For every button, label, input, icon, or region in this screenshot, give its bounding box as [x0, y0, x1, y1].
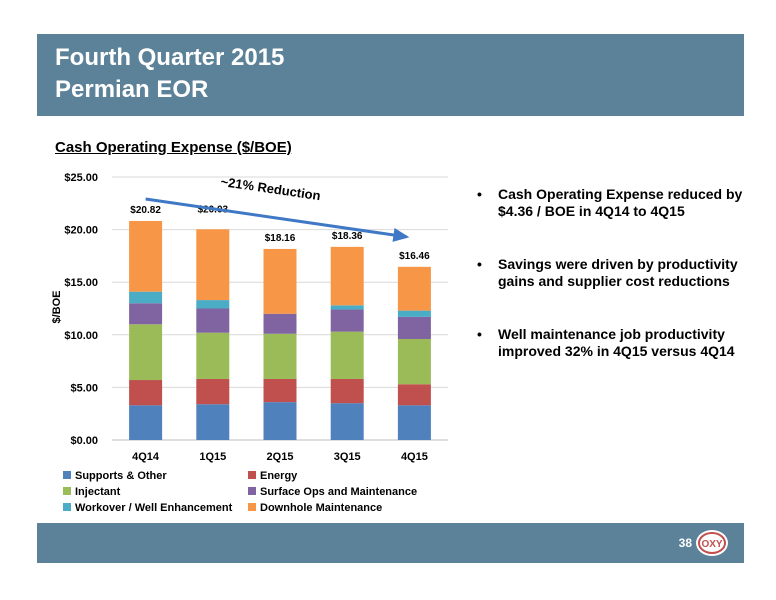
x-tick-label: 4Q15 [401, 451, 428, 463]
legend-swatch [63, 487, 71, 495]
bullet-dot-icon: • [477, 186, 482, 202]
bar-segment [263, 333, 297, 379]
legend-swatch [248, 487, 256, 495]
bullet-text: Well maintenance job productivity improv… [498, 326, 735, 359]
bar-segment [129, 405, 163, 440]
y-tick-label: $25.00 [64, 172, 98, 184]
y-axis-label: $/BOE [51, 290, 63, 323]
y-ticks: $0.00 $5.00 $10.00 $15.00 $20.00 $25.00 [64, 172, 98, 447]
y-tick-label: $10.00 [64, 330, 98, 342]
bar-segment [263, 378, 297, 403]
bullet-item: • Cash Operating Expense reduced by $4.36… [474, 186, 744, 220]
bullet-list: • Cash Operating Expense reduced by $4.36… [474, 186, 744, 360]
y-tick-label: $15.00 [64, 277, 98, 289]
reduction-arrow-head-icon [392, 228, 410, 242]
bar-segment [196, 332, 230, 379]
slide-title-line1: Fourth Quarter 2015 [55, 44, 285, 71]
x-tick-label: 3Q15 [334, 451, 361, 463]
page-number: 38 [678, 536, 692, 550]
legend-label: Supports & Other [75, 470, 167, 482]
bar-segment [196, 378, 230, 405]
legend-label: Downhole Maintenance [260, 502, 382, 514]
bar-segment [330, 246, 364, 306]
bar-segment [263, 402, 297, 440]
bar-segment [129, 220, 163, 292]
bullet-dot-icon: • [477, 326, 482, 342]
legend-swatch [248, 471, 256, 479]
legend-label: Energy [260, 470, 298, 482]
y-tick-label: $5.00 [70, 382, 98, 394]
x-tick-label: 2Q15 [267, 451, 294, 463]
bar-segment [397, 384, 431, 406]
total-label: $16.46 [399, 251, 430, 262]
bar-segment [129, 303, 163, 325]
bar-segment [397, 405, 431, 440]
bar-segment [397, 266, 431, 311]
bar-segment [129, 324, 163, 381]
bar-segment [330, 331, 364, 379]
y-tick-label: $20.00 [64, 225, 98, 237]
total-label: $18.36 [332, 231, 363, 242]
bar-segment [196, 404, 230, 440]
slide-header: Fourth Quarter 2015 Permian EOR [37, 34, 744, 116]
bar-segment [397, 316, 431, 340]
legend: Supports & Other Energy Injectant Surface O… [63, 470, 417, 514]
reduction-arrow-line [145, 197, 407, 239]
x-tick-label: 1Q15 [199, 451, 226, 463]
bar-segment [330, 305, 364, 310]
legend-swatch [248, 503, 256, 511]
bar-segment [397, 310, 431, 317]
legend-label: Injectant [75, 486, 121, 498]
bars [129, 220, 431, 440]
legend-swatch [63, 503, 71, 511]
bar-segment [397, 339, 431, 385]
bar-segment [330, 378, 364, 404]
bar-segment [263, 313, 297, 334]
bar-segment [196, 300, 230, 309]
bullet-item: • Savings were driven by productivity gai… [474, 256, 744, 290]
x-tick-labels: 4Q14 1Q15 2Q15 3Q15 4Q15 [132, 451, 428, 463]
bullet-text: Savings were driven by productivity gain… [498, 256, 738, 289]
bar-segment [196, 229, 230, 301]
legend-swatch [63, 471, 71, 479]
x-tick-label: 4Q14 [132, 451, 160, 463]
legend-label: Workover / Well Enhancement [75, 502, 233, 514]
reduction-annotation-text: ~21% Reduction [220, 174, 322, 203]
oxy-logo-icon: OXY [696, 530, 728, 556]
chart-title: Cash Operating Expense ($/BOE) [55, 139, 292, 156]
slide-title-line2: Permian EOR [55, 76, 209, 103]
bar-segment [129, 291, 163, 304]
total-label: $18.16 [265, 233, 296, 244]
reduction-annotation: ~21% Reduction [145, 174, 410, 242]
svg-text:OXY: OXY [701, 539, 722, 550]
bar-segment [129, 380, 163, 406]
y-tick-label: $0.00 [70, 435, 98, 447]
bullet-dot-icon: • [477, 256, 482, 272]
bar-segment [330, 309, 364, 332]
slide-footer: 38 OXY [37, 523, 744, 563]
bar-segment [196, 308, 230, 333]
legend-label: Surface Ops and Maintenance [260, 486, 417, 498]
bar-segment [330, 403, 364, 440]
bullet-item: • Well maintenance job productivity impro… [474, 326, 744, 360]
bar-segment [263, 248, 297, 314]
bullet-text: Cash Operating Expense reduced by $4.36 … [498, 186, 743, 219]
total-label: $20.82 [130, 205, 161, 216]
